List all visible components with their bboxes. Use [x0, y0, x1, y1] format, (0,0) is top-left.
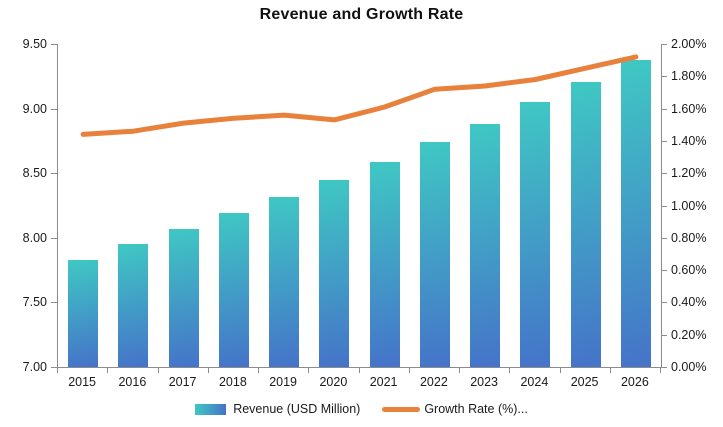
- x-axis-category-label: 2019: [269, 375, 297, 389]
- left-axis-tick-label: 9.50: [22, 37, 47, 51]
- legend: Revenue (USD Million) Growth Rate (%)...: [0, 399, 723, 419]
- x-axis-tick: [308, 368, 310, 373]
- revenue-bar: [68, 259, 99, 367]
- right-axis-tick: [661, 302, 667, 304]
- revenue-bar: [168, 228, 199, 367]
- right-axis-tick-label: 0.80%: [671, 230, 707, 245]
- right-axis-tick: [661, 334, 667, 336]
- growth-rate-line: [80, 54, 639, 137]
- revenue-bar: [570, 81, 601, 367]
- plot-area: [57, 44, 662, 368]
- chart-title: Revenue and Growth Rate: [259, 6, 464, 23]
- revenue-bar: [470, 124, 501, 367]
- left-axis-tick: [51, 367, 57, 368]
- right-axis-tick: [661, 76, 667, 78]
- left-axis-tick-label: 8.00: [22, 230, 47, 245]
- right-axis-tick-label: 0.60%: [671, 263, 707, 278]
- right-axis-tick: [661, 44, 667, 45]
- left-axis-tick: [51, 237, 57, 239]
- x-axis-category-label: 2016: [118, 375, 147, 389]
- left-axis-tick-label: 8.50: [22, 166, 47, 181]
- left-axis-tick: [51, 44, 57, 45]
- revenue-bar: [369, 161, 400, 367]
- right-axis-tick: [661, 270, 667, 272]
- growth-rate-legend-swatch: [382, 406, 421, 412]
- revenue-bar: [319, 179, 350, 367]
- right-axis-tick-label: 0.40%: [671, 295, 707, 310]
- x-axis-category-label: 2023: [470, 375, 498, 389]
- right-axis-tick: [661, 108, 667, 110]
- left-axis-tick-label: 9.00: [22, 101, 47, 116]
- left-axis-tick-label: 7.50: [22, 295, 47, 310]
- growth-rate-legend-label: Growth Rate (%)...: [424, 402, 528, 416]
- x-axis-category-label: 2024: [520, 375, 549, 389]
- right-axis-tick-label: 1.40%: [671, 133, 707, 148]
- right-axis-tick: [661, 205, 667, 207]
- revenue-legend-label: Revenue (USD Million): [233, 402, 361, 416]
- revenue-bar: [118, 244, 149, 367]
- x-axis-tick: [459, 368, 460, 373]
- right-axis-tick-label: 1.00%: [671, 198, 707, 213]
- left-axis-tick-label: 7.00: [22, 360, 47, 374]
- x-axis-tick: [107, 368, 109, 373]
- x-axis-category-label: 2018: [218, 375, 247, 389]
- right-axis-tick: [661, 367, 667, 368]
- right-axis-tick-label: 1.80%: [671, 69, 707, 84]
- growth-rate-polyline: [80, 54, 639, 137]
- right-axis-tick-label: 0.20%: [671, 327, 707, 342]
- x-axis-category-label: 2015: [68, 375, 96, 389]
- x-axis-tick: [609, 368, 611, 373]
- x-axis-tick: [509, 368, 511, 373]
- right-axis-tick: [661, 140, 667, 142]
- right-axis-tick-label: 1.60%: [671, 101, 707, 116]
- x-axis-category-label: 2026: [620, 375, 649, 389]
- left-axis-tick: [51, 302, 57, 304]
- right-axis-tick-label: 1.20%: [671, 166, 707, 181]
- right-axis-tick: [661, 237, 667, 239]
- revenue-bar: [419, 142, 450, 367]
- x-axis-tick: [660, 368, 661, 373]
- x-axis-category-label: 2022: [419, 375, 448, 389]
- x-axis-tick: [559, 368, 561, 373]
- x-axis-tick: [57, 368, 58, 373]
- revenue-bar: [520, 102, 551, 367]
- x-axis-tick: [258, 368, 259, 373]
- revenue-bar: [269, 196, 300, 367]
- x-axis-category-label: 2021: [369, 375, 398, 389]
- x-axis-tick: [157, 368, 159, 373]
- right-axis-tick-label: 2.00%: [671, 37, 707, 51]
- x-axis-tick: [207, 368, 209, 373]
- revenue-bar: [620, 59, 651, 367]
- left-axis-tick: [51, 173, 57, 175]
- revenue-bar: [218, 213, 249, 367]
- right-axis-tick-label: 0.00%: [671, 360, 707, 374]
- revenue-legend-swatch: [195, 403, 227, 415]
- left-axis-tick: [51, 108, 57, 110]
- x-axis-category-label: 2017: [168, 375, 197, 389]
- right-axis-tick: [661, 173, 667, 175]
- x-axis-category-label: 2020: [319, 375, 348, 389]
- x-axis-tick: [408, 368, 410, 373]
- x-axis-category-label: 2025: [570, 375, 599, 389]
- x-axis-tick: [358, 368, 360, 373]
